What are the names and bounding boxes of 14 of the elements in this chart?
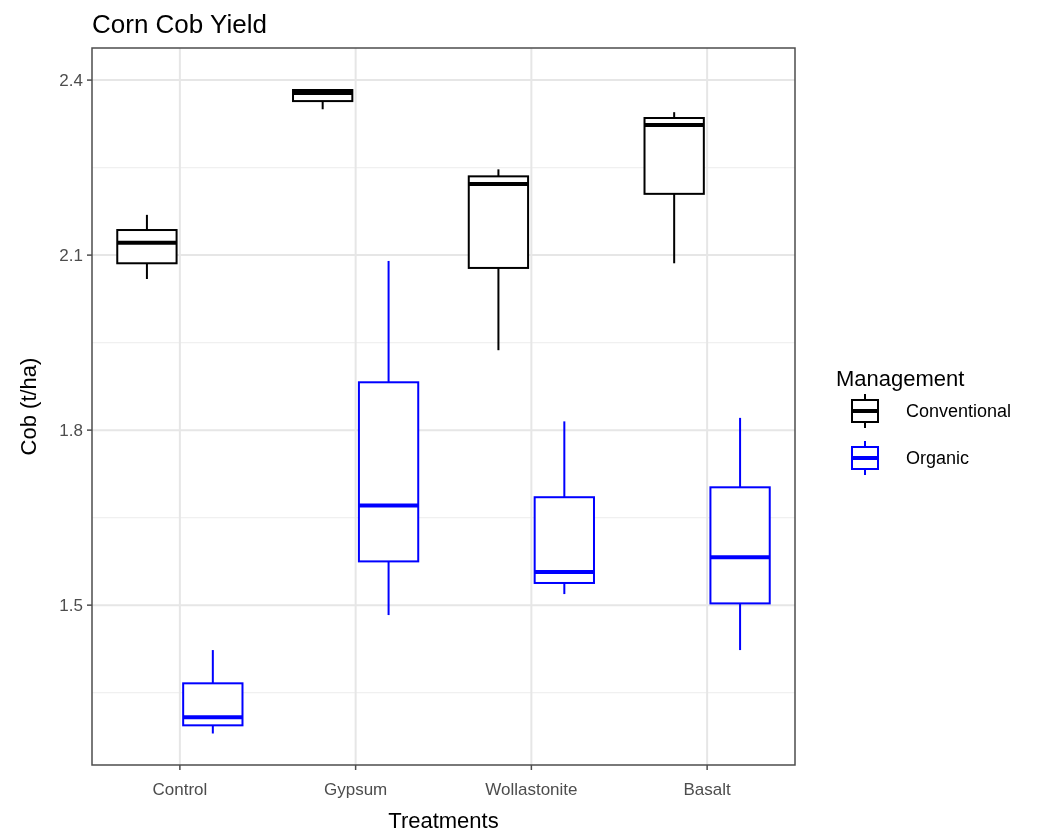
x-tick-label: Wollastonite [485,780,578,799]
y-axis-title: Cob (t/ha) [16,357,41,456]
x-tick-label: Basalt [683,780,732,799]
y-tick-label: 2.4 [59,71,83,91]
chart-title: Corn Cob Yield [92,9,267,39]
y-tick-label: 2.1 [59,246,83,266]
legend-label: Conventional [906,401,1012,422]
x-tick-label: Control [152,780,208,799]
legend-label: Organic [906,448,970,469]
x-axis-title: Treatments [388,808,499,833]
legend-title: Management [836,366,965,391]
y-tick-label: 1.8 [59,421,83,441]
y-tick-label: 1.5 [59,596,83,616]
x-tick-label: Gypsum [323,780,388,799]
